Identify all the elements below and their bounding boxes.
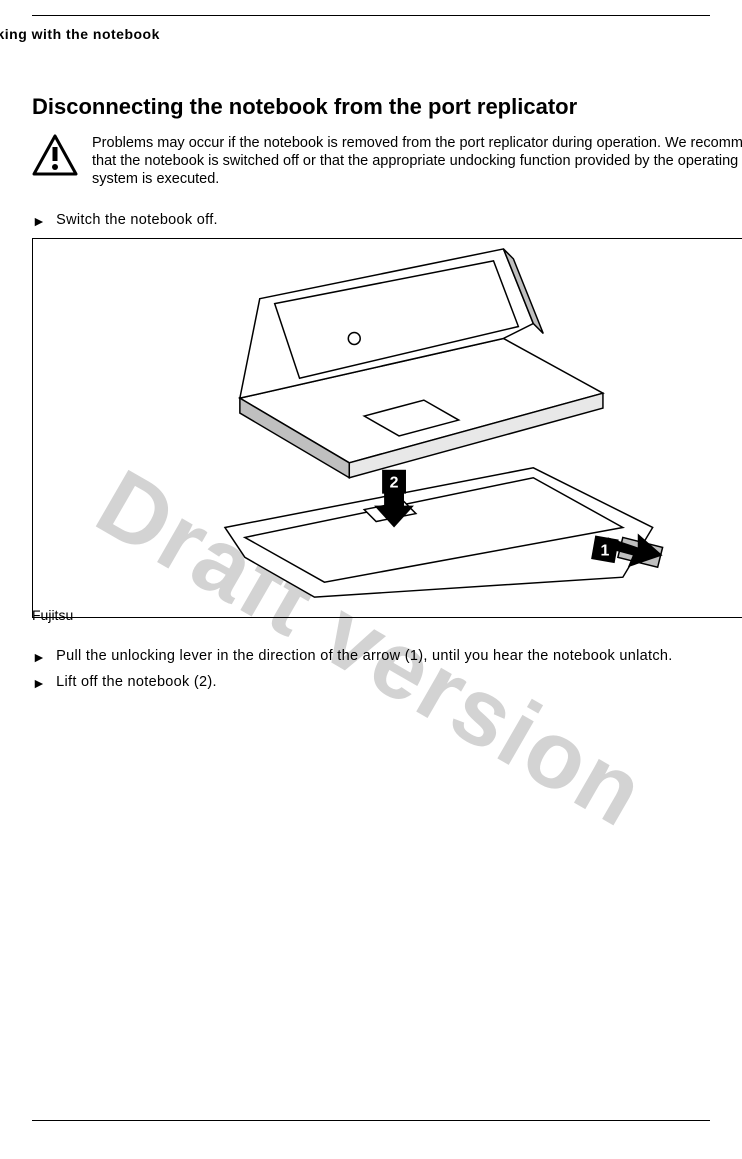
running-head: Working with the notebook bbox=[0, 26, 710, 42]
header-rule bbox=[32, 15, 710, 16]
step-arrow-icon: ► bbox=[32, 674, 46, 694]
step-arrow-icon: ► bbox=[32, 648, 46, 668]
footer-left: Fujitsu bbox=[32, 607, 742, 623]
content-area: Disconnecting the notebook from the port… bbox=[32, 94, 742, 693]
step-3: ► Lift off the notebook (2). bbox=[32, 674, 742, 694]
figure-illustration: 2 1 bbox=[33, 239, 742, 617]
section-title: Disconnecting the notebook from the port… bbox=[32, 94, 742, 120]
figure-callout-2: 2 bbox=[390, 475, 399, 492]
footer-right: 65 bbox=[0, 623, 710, 639]
figure-box: 2 1 bbox=[32, 238, 742, 618]
warning-icon bbox=[32, 134, 78, 176]
step-2-text: Pull the unlocking lever in the directio… bbox=[56, 648, 672, 664]
page: Draft version Working with the notebook … bbox=[0, 0, 742, 1159]
step-2: ► Pull the unlocking lever in the direct… bbox=[32, 648, 742, 668]
figure-callout-1: 1 bbox=[601, 542, 610, 559]
step-1: ► Switch the notebook off. bbox=[32, 212, 742, 232]
footer-rule bbox=[32, 1120, 710, 1121]
warning-text: Problems may occur if the notebook is re… bbox=[92, 134, 742, 188]
steps-after-figure: ► Pull the unlocking lever in the direct… bbox=[32, 648, 742, 693]
step-arrow-icon: ► bbox=[32, 212, 46, 232]
step-1-text: Switch the notebook off. bbox=[56, 212, 218, 228]
step-3-text: Lift off the notebook (2). bbox=[56, 674, 217, 690]
warning-block: Problems may occur if the notebook is re… bbox=[32, 134, 742, 188]
